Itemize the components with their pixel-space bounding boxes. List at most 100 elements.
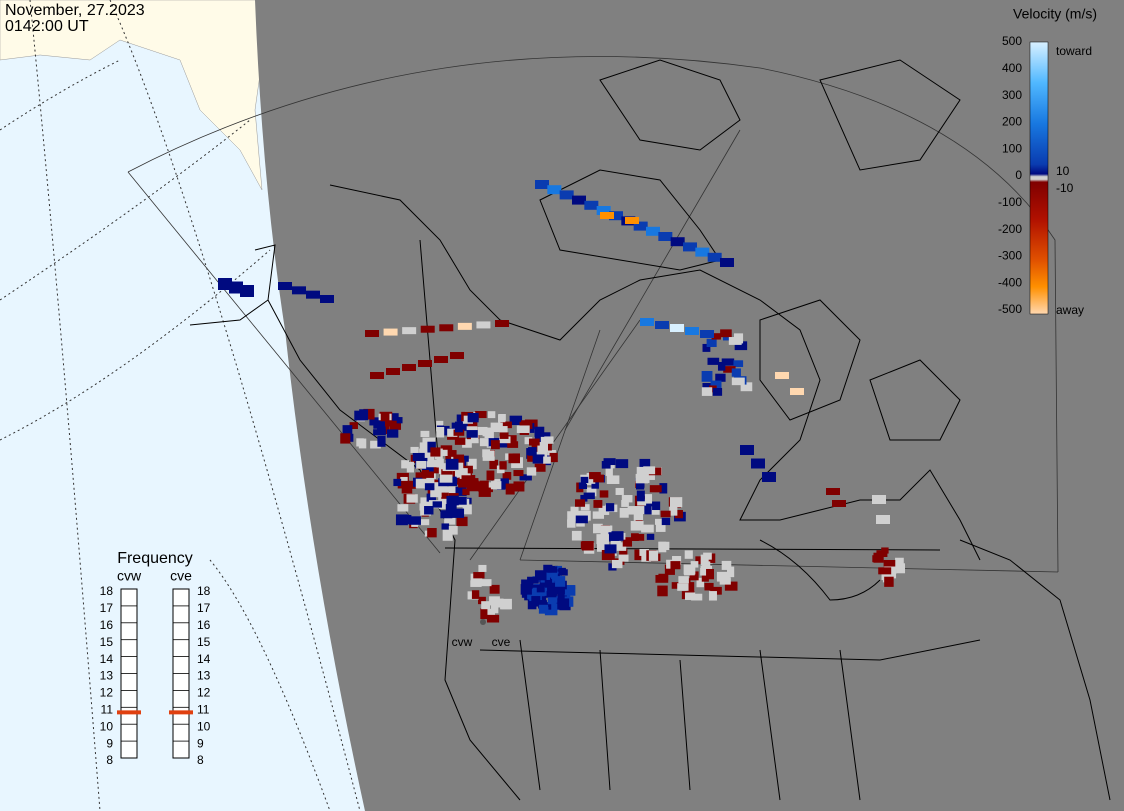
backscatter-cell xyxy=(456,468,468,478)
backscatter-cell xyxy=(393,478,402,487)
backscatter-cell xyxy=(479,438,489,447)
backscatter-cell xyxy=(633,221,648,231)
backscatter-cell xyxy=(636,466,646,477)
backscatter-cell xyxy=(646,226,660,236)
backscatter-cell xyxy=(380,413,390,422)
backscatter-cell xyxy=(500,421,512,429)
frequency-tick-label: 18 xyxy=(100,584,114,598)
backscatter-cell xyxy=(731,368,741,377)
backscatter-cell xyxy=(466,430,478,438)
backscatter-cell xyxy=(691,593,703,601)
backscatter-cell xyxy=(593,500,603,508)
backscatter-cell xyxy=(229,281,243,294)
backscatter-cell xyxy=(432,501,442,508)
backscatter-cell xyxy=(669,497,683,508)
backscatter-cell xyxy=(420,325,435,333)
backscatter-cell xyxy=(516,425,530,434)
backscatter-cell xyxy=(508,453,520,464)
backscatter-cell xyxy=(551,603,559,611)
backscatter-cell xyxy=(872,495,886,504)
backscatter-cell xyxy=(415,478,429,489)
backscatter-cell xyxy=(720,329,732,338)
backscatter-cell xyxy=(640,318,654,326)
backscatter-cell xyxy=(600,525,613,536)
velocity-tick-label: 200 xyxy=(1002,115,1022,129)
backscatter-cell xyxy=(657,585,668,597)
backscatter-cell xyxy=(547,566,558,573)
velocity-tick-label: -100 xyxy=(998,195,1022,209)
backscatter-cell xyxy=(538,604,549,614)
backscatter-cell xyxy=(606,475,620,484)
backscatter-cell xyxy=(377,435,386,447)
backscatter-cell xyxy=(580,504,590,511)
backscatter-cell xyxy=(415,472,427,481)
velocity-title: Velocity (m/s) xyxy=(1013,6,1097,22)
backscatter-cell xyxy=(670,324,684,332)
backscatter-cell xyxy=(762,472,776,482)
backscatter-cell xyxy=(386,429,399,438)
backscatter-cell xyxy=(710,586,722,595)
backscatter-cell xyxy=(695,247,710,257)
backscatter-cell xyxy=(444,514,455,523)
backscatter-cell xyxy=(416,460,427,469)
backscatter-cell xyxy=(658,541,670,551)
backscatter-cell xyxy=(467,412,479,423)
backscatter-cell xyxy=(598,505,610,515)
backscatter-cell xyxy=(826,488,840,495)
backscatter-cell xyxy=(775,372,789,379)
backscatter-cell xyxy=(621,500,629,507)
backscatter-cell xyxy=(462,504,472,515)
backscatter-cell xyxy=(605,465,613,476)
backscatter-cell xyxy=(669,504,678,516)
frequency-tick-label: 17 xyxy=(100,601,114,615)
backscatter-cell xyxy=(639,548,649,556)
frequency-title: Frequency xyxy=(117,550,193,567)
backscatter-cell xyxy=(489,596,500,606)
backscatter-cell xyxy=(584,200,599,210)
backscatter-cell xyxy=(706,338,717,347)
backscatter-cell xyxy=(440,510,453,519)
backscatter-cell xyxy=(467,458,477,470)
backscatter-cell xyxy=(470,573,483,585)
backscatter-cell xyxy=(412,452,425,461)
backscatter-cell xyxy=(700,330,714,338)
backscatter-cell xyxy=(655,574,669,583)
backscatter-cell xyxy=(423,453,435,464)
backscatter-cell xyxy=(646,533,655,540)
backscatter-cell xyxy=(536,585,545,593)
backscatter-cell xyxy=(575,515,588,524)
backscatter-cell xyxy=(589,472,601,480)
backscatter-cell xyxy=(633,511,644,521)
backscatter-cell xyxy=(471,590,480,599)
backscatter-cell xyxy=(421,471,434,482)
backscatter-cell xyxy=(712,388,723,396)
backscatter-cell xyxy=(434,482,447,493)
backscatter-cell xyxy=(648,550,659,561)
fov-outline xyxy=(127,56,1059,573)
backscatter-cell xyxy=(724,581,738,591)
backscatter-cell xyxy=(386,413,399,421)
backscatter-cell xyxy=(637,499,647,506)
frequency-tick-label: 14 xyxy=(197,652,211,666)
backscatter-cell xyxy=(720,258,734,267)
backscatter-cell xyxy=(370,440,381,449)
backscatter-cell xyxy=(441,469,453,478)
backscatter-cell xyxy=(484,427,494,439)
backscatter-cell xyxy=(478,596,486,605)
backscatter-cell xyxy=(278,282,292,290)
time: 0142:00 UT xyxy=(5,18,89,35)
backscatter-cell xyxy=(507,441,519,448)
backscatter-cell xyxy=(427,441,436,453)
frequency-tick-label: 10 xyxy=(197,719,211,733)
backscatter-cell xyxy=(544,606,558,616)
backscatter-cell xyxy=(499,461,507,470)
away-label: away xyxy=(1056,303,1084,317)
backscatter-cell xyxy=(532,454,545,464)
velocity-inner-label: -10 xyxy=(1056,181,1074,195)
backscatter-cell xyxy=(670,237,685,247)
backscatter-cell xyxy=(717,361,726,371)
radar-label: cve xyxy=(492,635,511,649)
backscatter-cell xyxy=(586,474,596,484)
backscatter-cell xyxy=(707,357,720,365)
